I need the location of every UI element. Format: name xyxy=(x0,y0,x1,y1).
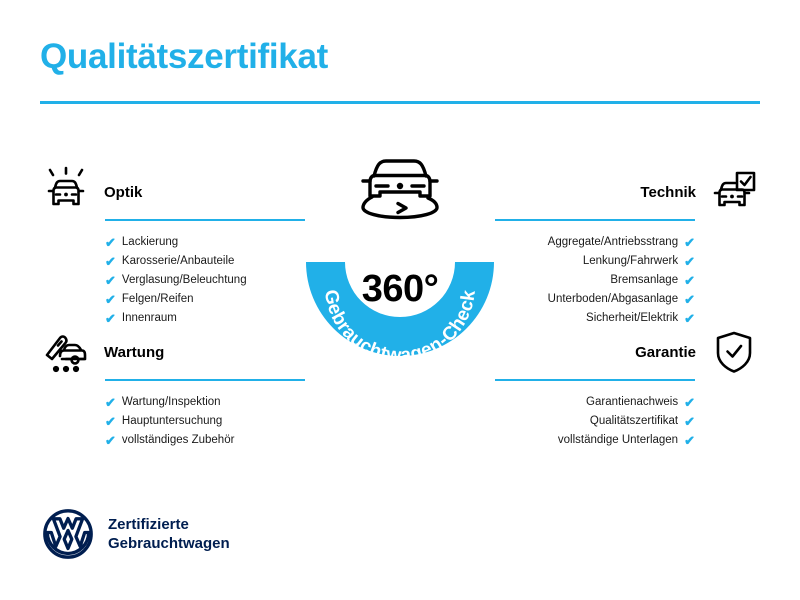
list-item-label: Lenkung/Fahrwerk xyxy=(582,255,679,267)
car-checkbox-icon xyxy=(708,166,760,218)
list-item: Unterboden/Abgasanlage ✔ xyxy=(495,290,760,309)
list-item: ✔ Hauptuntersuchung xyxy=(105,412,305,431)
list-item-label: Bremsanlage xyxy=(610,274,679,286)
list-item-label: Verglasung/Beleuchtung xyxy=(121,274,247,286)
footer-brand-text: Zertifizierte Gebrauchtwagen xyxy=(108,515,230,553)
check-icon: ✔ xyxy=(105,254,116,269)
list-item: ✔ Innenraum xyxy=(105,309,305,328)
vw-logo-icon xyxy=(42,508,94,560)
check-icon: ✔ xyxy=(684,273,695,288)
check-icon: ✔ xyxy=(684,292,695,307)
list-item: Garantienachweis ✔ xyxy=(495,393,760,412)
list-item-label: Aggregate/Antriebsstrang xyxy=(547,236,679,248)
badge-ring: Gebrauchtwagen-Check xyxy=(306,262,494,366)
check-icon: ✔ xyxy=(105,433,116,448)
check-icon: ✔ xyxy=(684,254,695,269)
footer-brand: Zertifizierte Gebrauchtwagen xyxy=(42,508,230,560)
section-optik-divider xyxy=(105,219,305,221)
list-item-label: Innenraum xyxy=(121,312,177,324)
car-shine-icon xyxy=(40,166,92,218)
check-icon: ✔ xyxy=(684,395,695,410)
list-item: ✔ Felgen/Reifen xyxy=(105,290,305,309)
list-item-label: vollständiges Zubehör xyxy=(121,434,235,446)
section-optik-list: ✔ Lackierung ✔ Karosserie/Anbauteile ✔ Verg… xyxy=(40,221,305,328)
list-item: Lenkung/Fahrwerk ✔ xyxy=(495,252,760,271)
section-wartung: Wartung ✔ Wartung/Inspektion ✔ Hauptunters… xyxy=(40,326,305,450)
footer-line-2: Gebrauchtwagen xyxy=(108,535,230,552)
car-rotate-icon xyxy=(361,159,439,220)
list-item-label: Karosserie/Anbauteile xyxy=(121,255,235,267)
list-item: ✔ Karosserie/Anbauteile xyxy=(105,252,305,271)
shield-check-icon xyxy=(708,326,760,378)
title-divider xyxy=(40,101,760,104)
section-garantie-divider xyxy=(495,379,695,381)
list-item-label: Qualitätszertifikat xyxy=(589,415,679,427)
list-item: ✔ Lackierung xyxy=(105,233,305,252)
list-item-label: vollständige Unterlagen xyxy=(557,434,679,446)
list-item: Bremsanlage ✔ xyxy=(495,271,760,290)
section-technik-title: Technik xyxy=(640,183,696,201)
check-icon: ✔ xyxy=(684,235,695,250)
check-icon: ✔ xyxy=(684,311,695,326)
list-item-label: Unterboden/Abgasanlage xyxy=(547,293,679,305)
check-icon: ✔ xyxy=(684,414,695,429)
badge-360-check: Gebrauchtwagen-Check 360° xyxy=(295,150,505,380)
list-item-label: Wartung/Inspektion xyxy=(121,396,221,408)
list-item: Aggregate/Antriebsstrang ✔ xyxy=(495,233,760,252)
footer-line-1: Zertifizierte xyxy=(108,516,189,533)
section-wartung-list: ✔ Wartung/Inspektion ✔ Hauptuntersuchung ✔… xyxy=(40,381,305,450)
list-item-label: Garantienachweis xyxy=(586,396,679,408)
check-icon: ✔ xyxy=(105,292,116,307)
section-optik-title: Optik xyxy=(104,183,143,201)
list-item-label: Sicherheit/Elektrik xyxy=(586,312,679,324)
check-icon: ✔ xyxy=(105,311,116,326)
section-garantie-list: Garantienachweis ✔ Qualitätszertifikat ✔ v… xyxy=(495,381,760,450)
list-item: Qualitätszertifikat ✔ xyxy=(495,412,760,431)
list-item: ✔ Wartung/Inspektion xyxy=(105,393,305,412)
list-item: vollständige Unterlagen ✔ xyxy=(495,431,760,450)
section-technik-header: Technik xyxy=(495,166,760,218)
section-optik-header: Optik xyxy=(40,166,305,218)
check-icon: ✔ xyxy=(684,433,695,448)
check-icon: ✔ xyxy=(105,273,116,288)
section-technik-divider xyxy=(495,219,695,221)
section-wartung-divider xyxy=(105,379,305,381)
check-icon: ✔ xyxy=(105,414,116,429)
section-technik-list: Aggregate/Antriebsstrang ✔ Lenkung/Fahrwe… xyxy=(495,221,760,328)
section-garantie: Garantie Garantienachweis ✔ Qualitätszert… xyxy=(495,326,760,450)
list-item: ✔ vollständiges Zubehör xyxy=(105,431,305,450)
wrench-car-icon xyxy=(40,326,92,378)
check-icon: ✔ xyxy=(105,395,116,410)
section-technik: Technik Ag xyxy=(495,166,760,328)
check-icon: ✔ xyxy=(105,235,116,250)
page-title: Qualitätszertifikat xyxy=(40,37,328,76)
section-wartung-header: Wartung xyxy=(40,326,305,378)
section-garantie-header: Garantie xyxy=(495,326,760,378)
list-item-label: Lackierung xyxy=(121,236,179,248)
section-garantie-title: Garantie xyxy=(635,343,696,361)
list-item-label: Hauptuntersuchung xyxy=(121,415,223,427)
list-item: Sicherheit/Elektrik ✔ xyxy=(495,309,760,328)
section-wartung-title: Wartung xyxy=(104,343,165,361)
badge-value: 360° xyxy=(361,268,439,310)
list-item: ✔ Verglasung/Beleuchtung xyxy=(105,271,305,290)
section-optik: Optik ✔ Lackierung ✔ Karosserie/Anbauteile… xyxy=(40,166,305,328)
list-item-label: Felgen/Reifen xyxy=(121,293,194,305)
